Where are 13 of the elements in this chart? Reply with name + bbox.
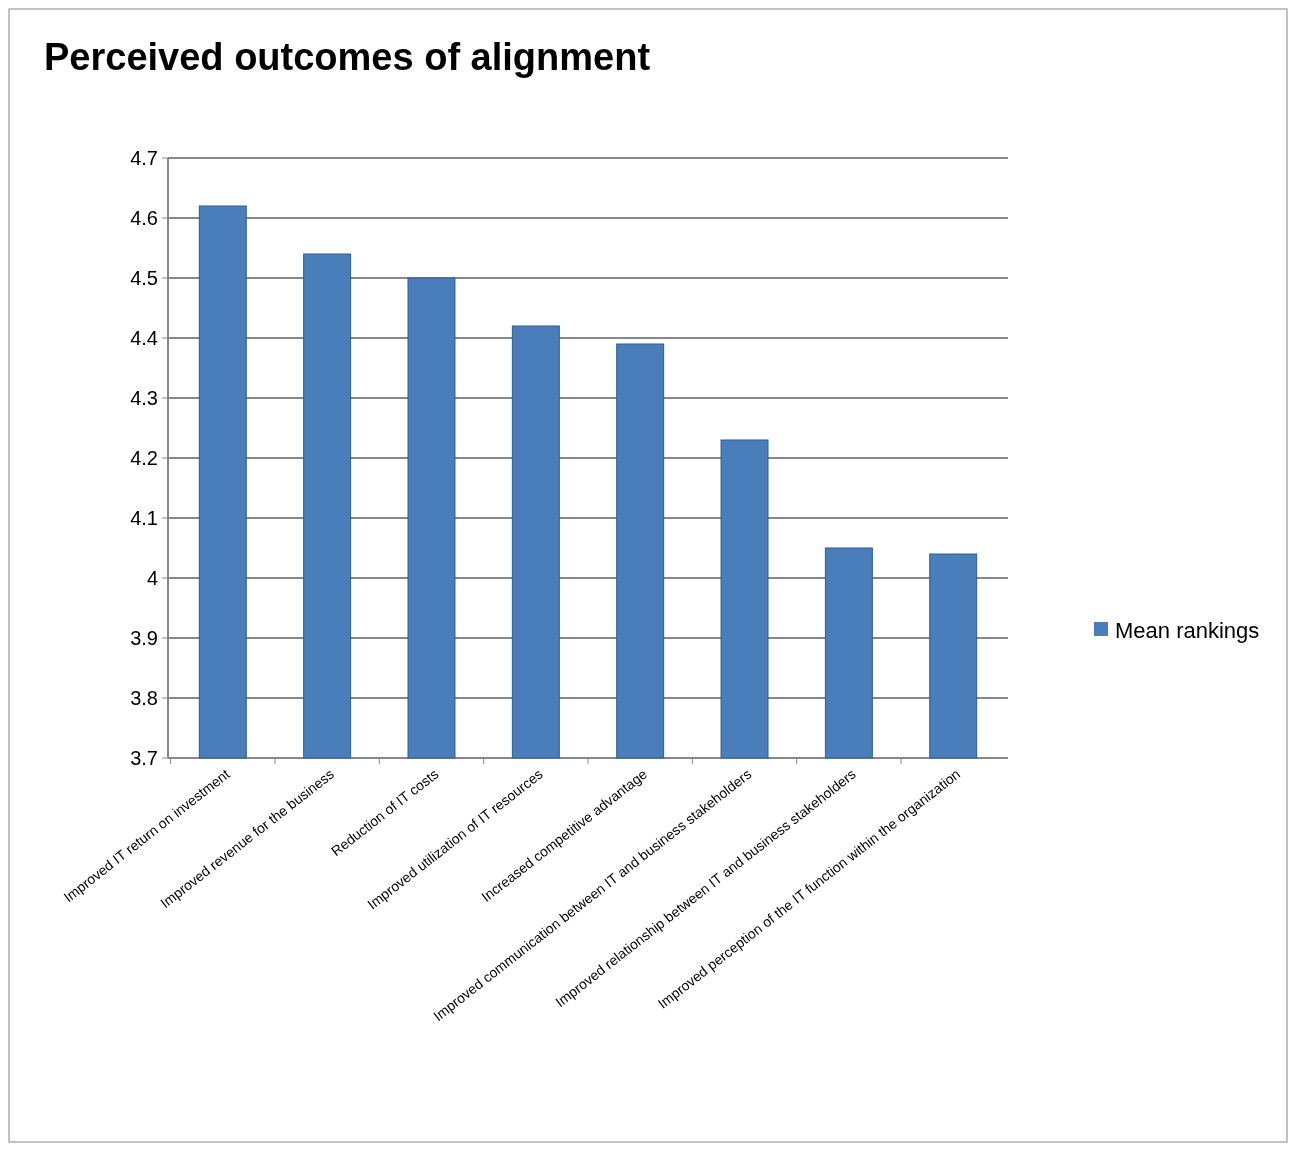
y-tick-label: 4.5 [130, 267, 158, 289]
legend-label: Mean rankings [1115, 617, 1260, 643]
y-tick-label: 3.7 [130, 747, 158, 769]
y-tick-label: 4.3 [130, 387, 158, 409]
y-tick-label: 4.2 [130, 447, 158, 469]
y-tick-label: 4.4 [130, 327, 158, 349]
y-tick-label: 4.7 [130, 147, 158, 169]
y-tick-label: 4.1 [130, 507, 158, 529]
y-tick-label: 4.6 [130, 207, 158, 229]
y-tick-label: 3.8 [130, 687, 158, 709]
chart-title: Perceived outcomes of alignment [44, 36, 651, 78]
y-tick-label: 4 [146, 567, 158, 589]
y-tick-label: 3.9 [130, 627, 158, 649]
